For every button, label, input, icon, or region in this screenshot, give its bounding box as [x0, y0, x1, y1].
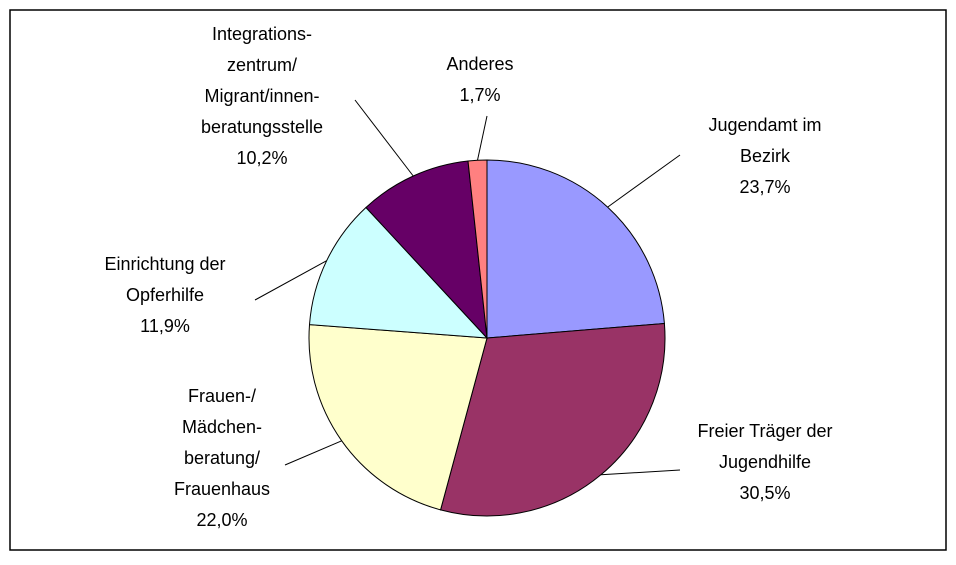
- label-line: Mädchen-: [182, 417, 262, 437]
- pie-slice: [365, 160, 488, 340]
- value-label: 10,2%: [236, 148, 287, 168]
- label-line: beratung/: [184, 448, 260, 468]
- leader-line: [477, 115, 488, 161]
- label-line: Bezirk: [740, 146, 791, 166]
- slice-label: Jugendamt im Bezirk 23,7%: [708, 115, 821, 197]
- leader-line: [600, 469, 681, 476]
- leader-line: [254, 260, 327, 301]
- label-line: Frauen-/: [188, 386, 256, 406]
- label-line: Anderes: [446, 54, 513, 74]
- label-line: zentrum/: [227, 55, 297, 75]
- leader-line: [607, 154, 681, 208]
- value-label: 22,0%: [196, 510, 247, 530]
- label-line: beratungsstelle: [201, 117, 323, 137]
- slice-label: Einrichtung der Opferhilfe 11,9%: [104, 254, 225, 336]
- label-line: Migrant/innen-: [204, 86, 319, 106]
- label-line: Integrations-: [212, 24, 312, 44]
- label-line: Jugendamt im: [708, 115, 821, 135]
- value-label: 23,7%: [739, 177, 790, 197]
- leader-line: [284, 440, 342, 466]
- leader-line: [354, 99, 414, 177]
- slice-label: Freier Träger der Jugendhilfe 30,5%: [697, 421, 832, 503]
- label-line: Jugendhilfe: [719, 452, 811, 472]
- pie-slice: [439, 322, 666, 517]
- slice-label: Anderes 1,7%: [446, 54, 513, 105]
- slice-label: Frauen-/ Mädchen-beratung/Frauenhaus 22,0%: [174, 386, 270, 530]
- label-line: Einrichtung der: [104, 254, 225, 274]
- value-label: 1,7%: [459, 85, 500, 105]
- slice-label: Integrations-zentrum/Migrant/innen-berat…: [201, 24, 323, 168]
- label-line: Frauenhaus: [174, 479, 270, 499]
- value-label: 11,9%: [140, 316, 190, 336]
- label-line: Freier Träger der: [697, 421, 832, 441]
- pie-slice: [308, 324, 488, 511]
- label-line: Opferhilfe: [126, 285, 204, 305]
- value-label: 30,5%: [739, 483, 790, 503]
